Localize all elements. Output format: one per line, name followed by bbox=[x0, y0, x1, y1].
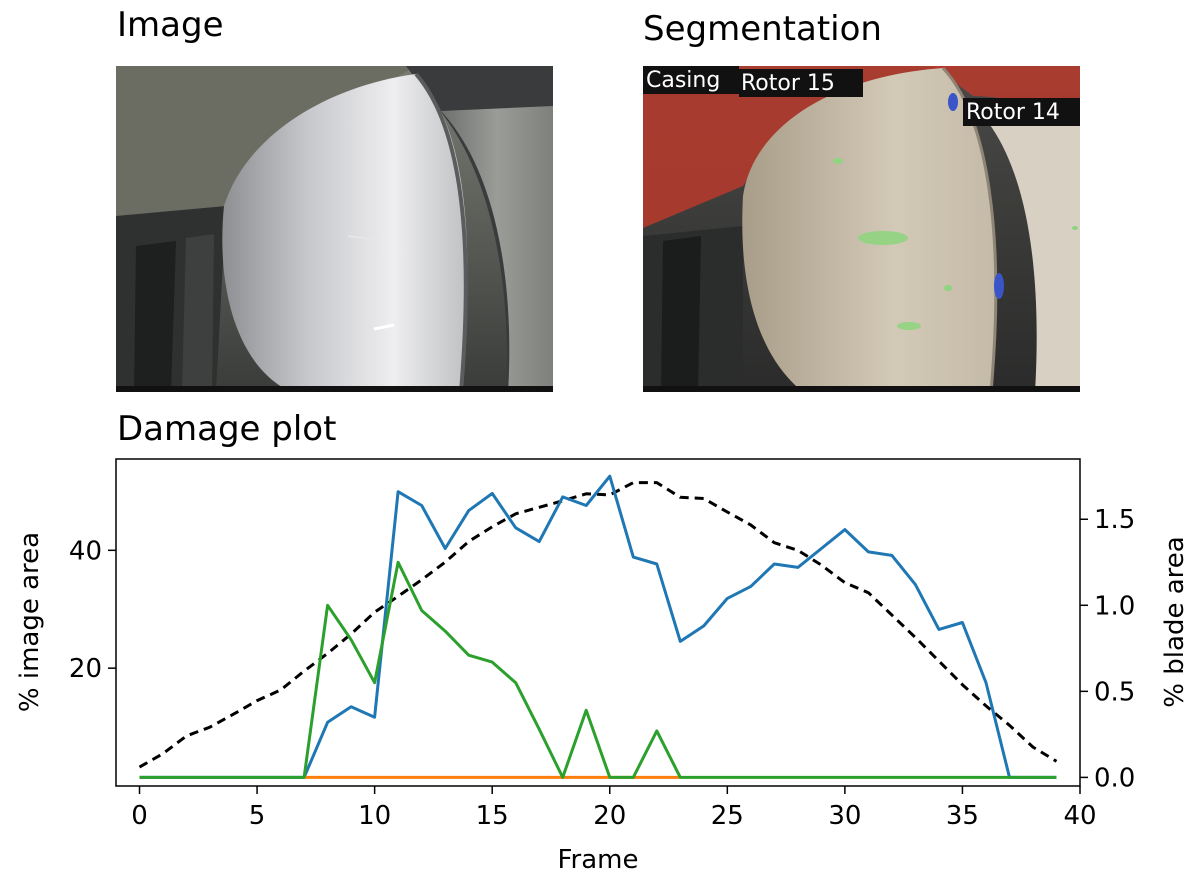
damage-plot-title: Damage plot bbox=[117, 409, 337, 449]
right-y-tick-label: 1.0 bbox=[1094, 591, 1135, 621]
x-tick-label: 20 bbox=[593, 801, 626, 831]
segmentation-image: Casing Rotor 15 Rotor 14 bbox=[643, 66, 1080, 392]
segmentation-panel-title: Segmentation bbox=[643, 9, 882, 49]
x-tick-label: 30 bbox=[828, 801, 861, 831]
plot-frame bbox=[115, 458, 1081, 787]
casing-label-background bbox=[643, 66, 739, 94]
series-line-1 bbox=[138, 481, 1058, 769]
image-panel-title: Image bbox=[117, 5, 224, 45]
x-tick-label: 5 bbox=[249, 801, 266, 831]
borescope-image bbox=[116, 66, 553, 392]
left-y-axis-label: % image area bbox=[15, 532, 45, 712]
x-tick-label: 40 bbox=[1063, 801, 1096, 831]
x-tick-label: 15 bbox=[476, 801, 509, 831]
right-y-tick-label: 1.5 bbox=[1094, 505, 1135, 535]
right-y-tick-label: 0.0 bbox=[1094, 763, 1135, 793]
left-y-tick-label: 20 bbox=[69, 654, 102, 684]
right-y-axis-ticks: 0.0 0.5 1.0 1.5 bbox=[1080, 505, 1135, 793]
rotor-15-label: Rotor 15 bbox=[741, 71, 835, 96]
series-line-2 bbox=[139, 474, 1057, 779]
x-tick-label: 35 bbox=[946, 801, 979, 831]
right-y-tick-label: 0.5 bbox=[1094, 677, 1135, 707]
x-axis-label: Frame bbox=[557, 845, 638, 875]
series-layer bbox=[138, 474, 1058, 779]
x-tick-label: 0 bbox=[131, 801, 148, 831]
rotor-15-label-background bbox=[739, 69, 863, 97]
left-y-tick-label: 40 bbox=[69, 536, 102, 566]
rotor-14-label-background bbox=[963, 98, 1080, 126]
x-tick-label: 10 bbox=[358, 801, 391, 831]
series-line-4 bbox=[139, 560, 1057, 779]
right-y-axis-label: % blade area bbox=[1160, 536, 1190, 707]
x-axis-ticks: 0 5 10 15 20 25 30 35 40 bbox=[131, 786, 1097, 831]
casing-label: Casing bbox=[646, 68, 720, 93]
rotor-14-label: Rotor 14 bbox=[966, 100, 1060, 125]
x-tick-label: 25 bbox=[711, 801, 744, 831]
